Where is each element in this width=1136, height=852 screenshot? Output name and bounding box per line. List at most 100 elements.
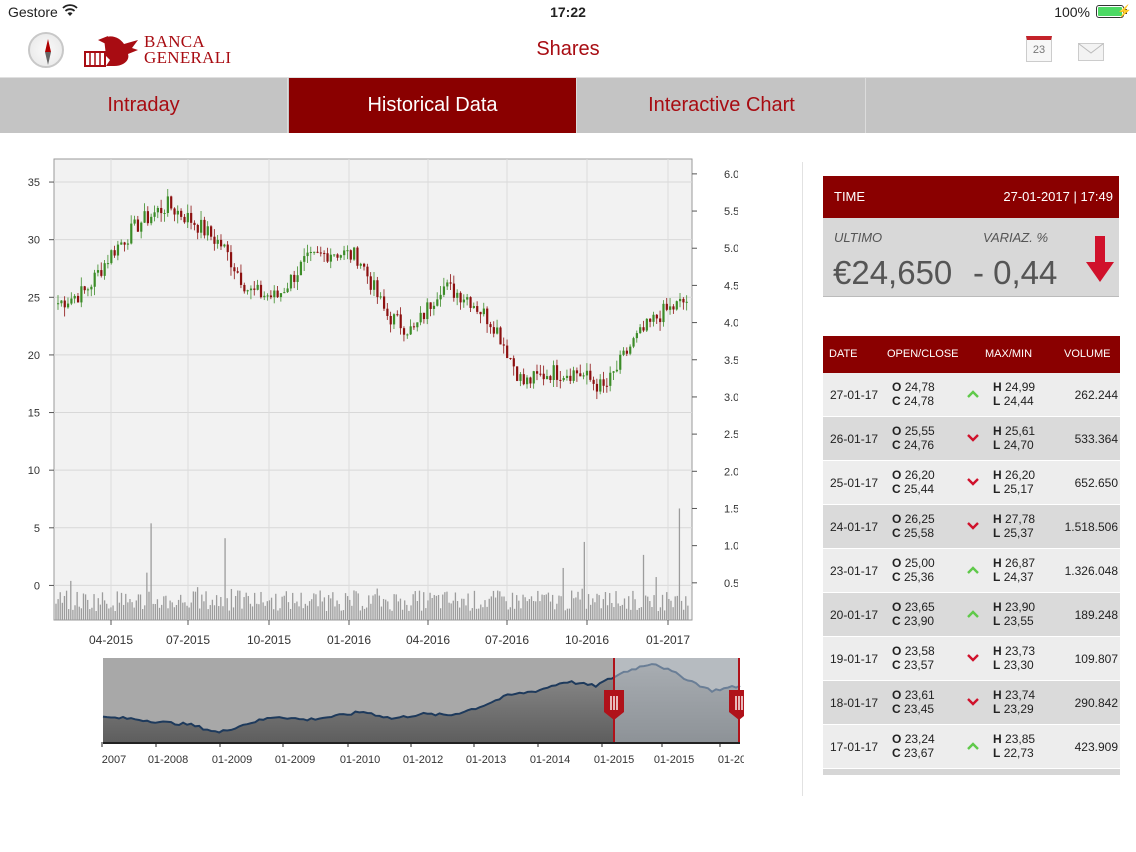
candle (619, 354, 622, 370)
quote-body: ULTIMO VARIAZ. % €24,650 - 0,44 (823, 218, 1119, 297)
range-navigator[interactable]: 2007 01-2008 01-2009 01-2009 01-2010 01-2012 0… (100, 656, 744, 774)
row-low: 25,17 (1003, 482, 1034, 496)
row-volume: 290.842 (1074, 696, 1118, 710)
candle (233, 267, 236, 272)
candle (226, 244, 229, 253)
candle (356, 247, 359, 266)
candle (346, 250, 349, 252)
candle (402, 328, 406, 335)
row-close: 25,58 (904, 526, 935, 540)
candle (243, 284, 246, 292)
candle (502, 344, 505, 346)
candle (60, 300, 63, 304)
candle (359, 263, 362, 266)
row-low: 24,37 (1003, 570, 1034, 584)
row-high-low: H 23,73 L 23,30 (993, 644, 1036, 672)
row-date: 24-01-17 (830, 520, 879, 534)
range-handle-left[interactable] (604, 690, 624, 720)
candle (549, 376, 552, 381)
table-row: 26-01-17 O 25,55 C 24,76 H 25,61 L 24,70 533.… (823, 417, 1120, 461)
candle (595, 383, 599, 392)
candle (196, 224, 199, 233)
tab-historical-data[interactable]: Historical Data (289, 78, 577, 133)
candle (412, 326, 416, 328)
candle (632, 338, 635, 347)
calendar-icon[interactable]: 23 (1026, 36, 1052, 62)
row-open-close: O 24,78 C 24,78 (892, 380, 935, 408)
candle (629, 346, 632, 354)
tab-intraday[interactable]: Intraday (0, 78, 288, 133)
candle (146, 211, 150, 224)
candle (166, 196, 169, 214)
candle (612, 371, 615, 373)
candle (110, 250, 113, 264)
candle (366, 266, 369, 277)
candle (645, 318, 648, 331)
tab-interactive-chart[interactable]: Interactive Chart (578, 78, 866, 133)
candle (163, 213, 166, 215)
price-chart[interactable]: 35 30 25 20 15 10 5 0 6.0M 5.5M 5.0M 4.5M 4.0M 3.5M 3.… (18, 152, 738, 652)
row-volume: 423.909 (1074, 740, 1118, 754)
candle (462, 299, 466, 303)
candle (442, 286, 446, 295)
last-price-value: €24,650 (833, 254, 953, 291)
row-open: 23,61 (904, 688, 935, 702)
navigator-tick-label: 01-2013 (466, 754, 506, 766)
candle (565, 375, 569, 378)
range-handle-right[interactable] (729, 690, 744, 720)
banca-generali-logo: BANCA GENERALI (84, 32, 234, 70)
candle (426, 302, 429, 320)
candle (512, 358, 515, 367)
candle (170, 196, 173, 209)
candle (389, 315, 392, 325)
navigator-line (102, 663, 741, 734)
row-date: 17-01-17 (830, 740, 879, 754)
candle (206, 226, 209, 236)
candle (83, 286, 86, 291)
volume-tick-label: 1.5M (724, 503, 738, 515)
row-date: 20-01-17 (830, 608, 879, 622)
candle (80, 286, 83, 303)
col-volume: VOLUME (1064, 348, 1111, 360)
logo-text-line1: BANCA (144, 32, 206, 51)
candle (379, 296, 382, 298)
last-price-label: ULTIMO (834, 230, 883, 245)
volume-tick-label: 2.0M (724, 466, 738, 478)
candle (532, 371, 535, 384)
row-low: 25,37 (1003, 526, 1034, 540)
navigator-tick-label: 01-2009 (275, 754, 315, 766)
row-high: 24,99 (1005, 380, 1036, 394)
table-footer (823, 769, 1120, 775)
table-row: 20-01-17 O 23,65 C 23,90 H 23,90 L 23,55 189.… (823, 593, 1120, 637)
candle (542, 373, 545, 380)
candle (113, 250, 116, 256)
candle (246, 290, 249, 292)
row-high-low: H 26,20 L 25,17 (993, 468, 1036, 496)
candle (655, 314, 658, 319)
row-high-low: H 23,74 L 23,29 (993, 688, 1036, 716)
navigator-tick-label: 2007 (102, 754, 126, 766)
row-open-close: O 23,58 C 23,57 (892, 644, 935, 672)
candle (156, 207, 159, 213)
navigator-tick-label: 01-2010 (340, 754, 380, 766)
candle (259, 284, 263, 298)
row-volume: 533.364 (1074, 432, 1118, 446)
battery-icon (1096, 5, 1127, 18)
candle (605, 385, 609, 387)
mail-icon[interactable] (1078, 43, 1104, 61)
change-label: VARIAZ. % (983, 230, 1049, 245)
candle (213, 236, 216, 244)
candle (183, 216, 186, 223)
navigator-tick-label: 01-2009 (212, 754, 252, 766)
candle (120, 242, 123, 245)
candle (173, 208, 176, 215)
candle (545, 376, 549, 380)
row-high: 26,87 (1005, 556, 1036, 570)
row-volume: 189.248 (1074, 608, 1118, 622)
candle (519, 374, 522, 381)
candle (399, 314, 402, 329)
candle (63, 300, 66, 308)
candle (57, 303, 60, 305)
row-close: 23,45 (904, 702, 935, 716)
compass-icon[interactable] (28, 32, 64, 68)
